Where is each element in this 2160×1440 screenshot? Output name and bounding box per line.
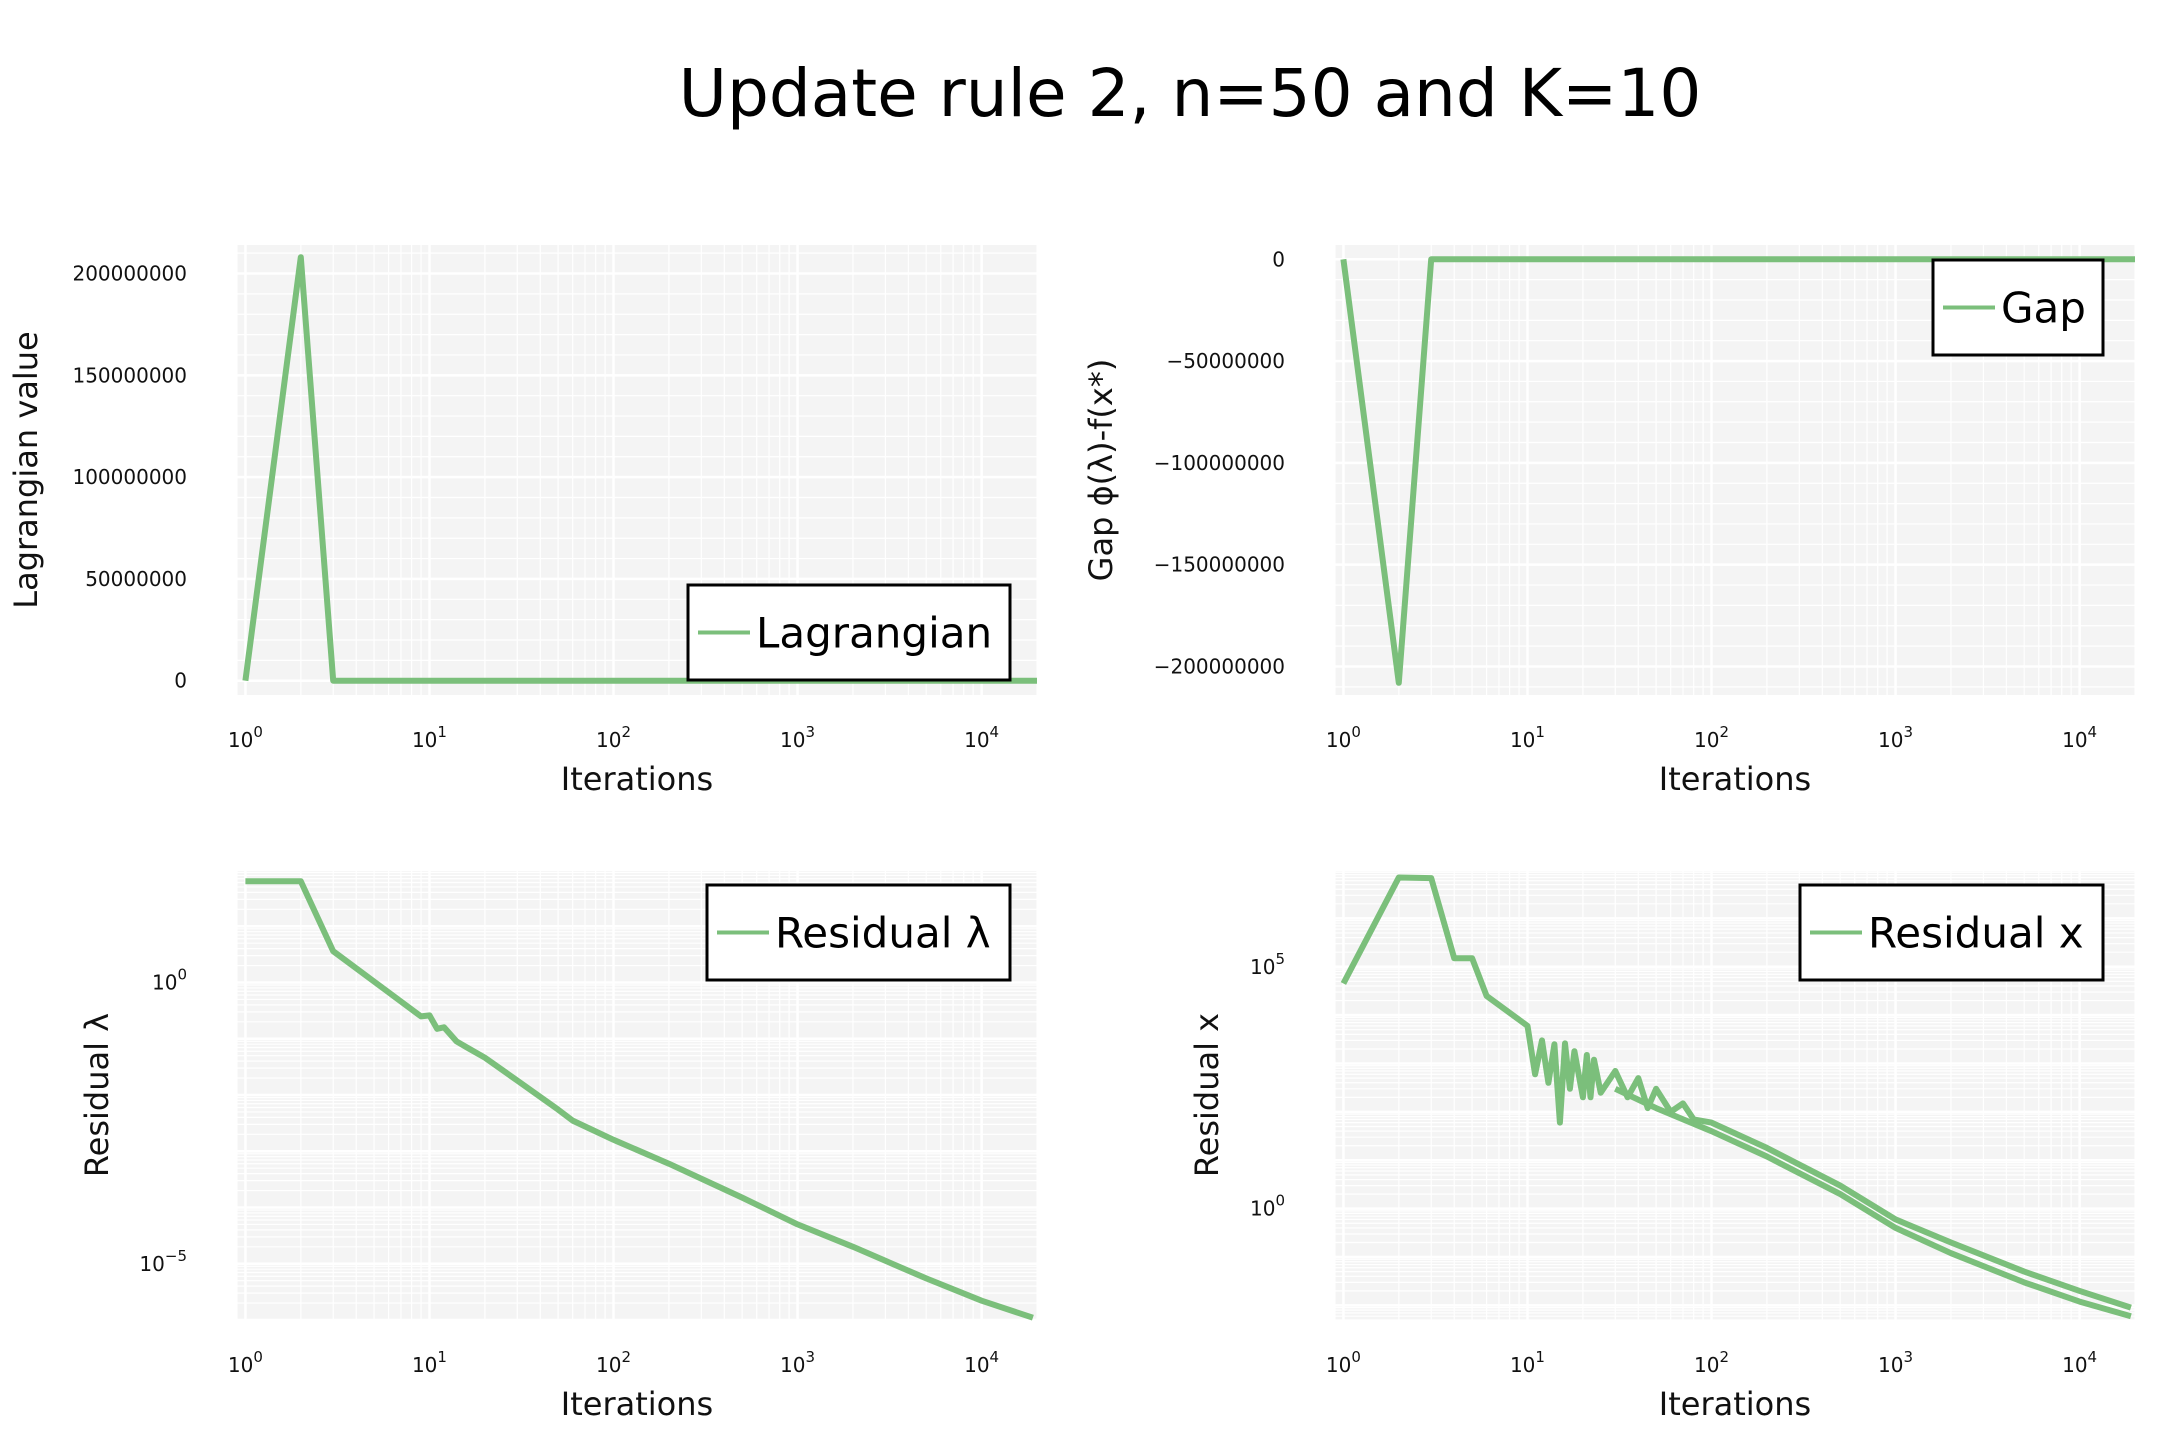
y-tick-label-gap-1: −50000000	[1166, 349, 1285, 373]
x-tick-label-residual-lambda-3: 103	[780, 1348, 815, 1377]
y-tick-label-gap-3: −150000000	[1154, 553, 1285, 577]
x-tick-label-gap-0: 100	[1326, 723, 1361, 752]
y-tick-label-residual-lambda-1: 10−5	[139, 1247, 187, 1276]
y-tick-label-lagrangian-4: 200000000	[72, 262, 187, 286]
x-tick-label-residual-x-4: 104	[2062, 1348, 2097, 1377]
y-tick-label-lagrangian-2: 100000000	[72, 465, 187, 489]
x-tick-label-residual-lambda-0: 100	[228, 1348, 263, 1377]
x-tick-label-lagrangian-0: 100	[228, 723, 263, 752]
x-tick-label-lagrangian-3: 103	[780, 723, 815, 752]
x-tick-label-lagrangian-1: 101	[412, 723, 447, 752]
y-tick-label-residual-x-0: 100	[1250, 1192, 1285, 1221]
legend-gap: Gap	[1931, 258, 2105, 357]
y-tick-label-residual-x-1: 105	[1250, 950, 1285, 979]
x-tick-label-gap-3: 103	[1878, 723, 1913, 752]
x-tick-label-residual-x-2: 102	[1694, 1348, 1729, 1377]
panel-residual-x: 100 101 102 103 104 100 105 Iterations Residual …	[1188, 868, 2136, 1423]
y-axis-label-gap: Gap ϕ(λ)-f(x*)	[1082, 359, 1120, 582]
x-tick-label-residual-lambda-2: 102	[596, 1348, 631, 1377]
panel-gap: 100 101 102 103 104 0 −50000000 −100000000 −1500…	[1082, 245, 2136, 798]
legend-label-gap: Gap	[2001, 284, 2086, 333]
panel-residual-lambda: 100 101 102 103 104 100 10−5 Iterations Residual…	[78, 868, 1038, 1423]
x-axis-label-residual-lambda: Iterations	[561, 1385, 713, 1423]
x-tick-label-residual-x-3: 103	[1878, 1348, 1913, 1377]
x-tick-label-gap-2: 102	[1694, 723, 1729, 752]
series-line-residual-x-0	[1340, 874, 2132, 1311]
y-axis-label-residual-lambda: Residual λ	[78, 1013, 116, 1177]
x-axis-label-lagrangian: Iterations	[561, 760, 713, 798]
x-tick-label-residual-x-1: 101	[1510, 1348, 1545, 1377]
x-axis-label-gap: Iterations	[1659, 760, 1811, 798]
series-line-residual-lambda-0	[245, 878, 1034, 1321]
y-tick-label-lagrangian-3: 150000000	[72, 363, 187, 387]
x-tick-label-gap-4: 104	[2062, 723, 2097, 752]
legend-label-residual-lambda: Residual λ	[775, 909, 991, 958]
x-tick-label-residual-x-0: 100	[1326, 1348, 1361, 1377]
x-tick-label-gap-1: 101	[1510, 723, 1545, 752]
x-tick-label-residual-lambda-1: 101	[412, 1348, 447, 1377]
legend-residual-lambda: Residual λ	[705, 883, 1012, 982]
legend-lagrangian: Lagrangian	[686, 583, 1012, 682]
series-line-residual-x-1	[1614, 1086, 2132, 1320]
series-line-lagrangian-0	[242, 254, 1037, 684]
y-tick-label-gap-4: −200000000	[1154, 654, 1285, 678]
x-tick-label-residual-lambda-4: 104	[964, 1348, 999, 1377]
y-tick-label-residual-lambda-0: 100	[152, 966, 187, 995]
y-axis-label-residual-x: Residual x	[1188, 1013, 1226, 1177]
grid-gap	[1334, 245, 2136, 695]
x-tick-label-lagrangian-2: 102	[596, 723, 631, 752]
y-axis-label-lagrangian: Lagrangian value	[7, 331, 45, 608]
legend-residual-x: Residual x	[1798, 883, 2105, 982]
legend-label-residual-x: Residual x	[1868, 909, 2084, 958]
figure-title: Update rule 2, n=50 and K=10	[678, 55, 1702, 132]
y-tick-label-lagrangian-0: 0	[174, 669, 187, 693]
y-tick-label-lagrangian-1: 50000000	[85, 567, 187, 591]
legend-label-lagrangian: Lagrangian	[756, 609, 992, 658]
y-tick-label-gap-0: 0	[1272, 247, 1285, 271]
y-tick-label-gap-2: −100000000	[1154, 451, 1285, 475]
panel-lagrangian: 100 101 102 103 104 0 50000000 100000000 1500000…	[7, 245, 1038, 798]
series-line-gap-0	[1340, 256, 2135, 686]
x-tick-label-lagrangian-4: 104	[964, 723, 999, 752]
x-axis-label-residual-x: Iterations	[1659, 1385, 1811, 1423]
